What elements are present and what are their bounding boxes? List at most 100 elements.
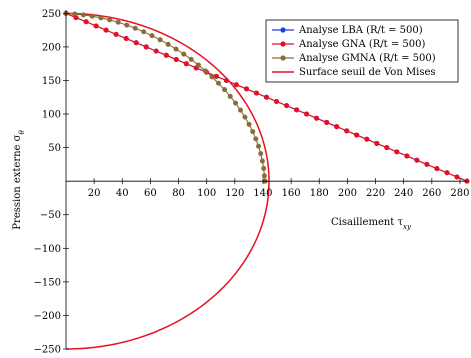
y-tick-label: 150 [42, 76, 61, 87]
data-point-gmna [165, 41, 171, 47]
data-point-gna [444, 170, 450, 176]
y-tick-label: 200 [42, 42, 61, 53]
data-point-gmna [115, 19, 121, 25]
data-point-gmna [149, 33, 155, 39]
legend-marker-lba [280, 27, 286, 33]
data-point-gmna [233, 100, 239, 106]
legend-label-gmna: Analyse GMNA (R/t = 500) [298, 53, 436, 64]
data-point-gna [133, 40, 139, 46]
data-point-gna [254, 90, 260, 96]
data-point-gmna [72, 11, 78, 17]
data-point-gna [273, 99, 279, 104]
data-point-gna [163, 52, 169, 58]
x-tick-label: 100 [197, 188, 216, 199]
data-point-gna [83, 19, 89, 25]
tick-marks [63, 13, 461, 350]
data-point-gna [414, 157, 420, 163]
x-axis-title-sub: xy [403, 223, 412, 231]
x-tick-label: 20 [88, 188, 101, 199]
legend-box [265, 19, 459, 83]
x-axis-title: Cisaillement τxy [331, 217, 412, 231]
x-tick-label: 220 [366, 188, 385, 199]
data-point-gmna [261, 165, 267, 171]
x-tick-label: 200 [338, 188, 357, 199]
data-point-gmna [107, 17, 113, 23]
data-point-gna [324, 119, 330, 125]
y-axis-title-sub: θ [18, 130, 26, 135]
data-point-gna [404, 153, 410, 159]
legend-entry-gmna: Analyse GMNA (R/t = 500) [272, 53, 436, 64]
y-tick-label: 100 [42, 110, 61, 121]
data-point-gna [334, 124, 340, 130]
series-line-gmna [65, 12, 266, 182]
data-point-gna [223, 77, 229, 83]
y-tick-label: 250 [42, 9, 61, 20]
data-point-gna [103, 27, 109, 33]
x-tick-label: 180 [310, 188, 329, 199]
data-point-gna [354, 132, 360, 138]
data-point-gna [123, 36, 129, 42]
data-point-gna [284, 103, 290, 109]
data-point-gna [143, 44, 149, 50]
data-point-gmna [132, 25, 138, 31]
data-point-gmna [222, 87, 228, 93]
y-tick-label: −50 [40, 210, 61, 221]
data-point-gmna [253, 136, 259, 142]
data-point-gna [374, 140, 380, 146]
data-point-gna [244, 86, 250, 92]
legend: Analyse LBA (R/t = 500) Analyse GNA (R/t… [265, 19, 459, 83]
data-point-gmna [216, 80, 222, 86]
data-point-gmna [250, 129, 256, 135]
x-tick-label: 60 [144, 188, 157, 199]
x-tick-label: 80 [172, 188, 185, 199]
legend-label-gna: Analyse GNA (R/t = 500) [298, 39, 425, 50]
data-point-gmna [89, 13, 95, 19]
data-point-gna [384, 145, 390, 151]
data-point-gmna [242, 114, 248, 120]
data-point-gna [294, 107, 300, 113]
data-point-gmna [173, 46, 179, 52]
data-point-gna [344, 128, 350, 134]
data-point-gna [304, 111, 310, 117]
data-point-gna [183, 61, 189, 67]
x-tick-label: 40 [116, 188, 129, 199]
y-tick-label: −250 [34, 345, 61, 356]
x-tick-label: 160 [282, 188, 301, 199]
data-point-gmna [255, 143, 261, 149]
data-point-gna [454, 174, 460, 180]
plot-curves [63, 10, 470, 350]
data-point-gna [173, 57, 179, 63]
x-axis-title-main: Cisaillement τ [331, 217, 403, 228]
legend-entry-von-mises: Surface seuil de Von Mises [272, 67, 436, 78]
legend-entry-gna: Analyse GNA (R/t = 500) [272, 39, 425, 50]
data-point-gna [153, 48, 159, 54]
legend-marker-gna [280, 41, 286, 47]
data-point-gmna [246, 121, 252, 127]
legend-label-von-mises: Surface seuil de Von Mises [299, 67, 436, 78]
data-point-gmna [261, 173, 267, 179]
data-point-gmna [259, 158, 265, 164]
data-point-gmna [124, 22, 130, 28]
data-point-gmna [188, 56, 194, 62]
y-axis-title: Pression externe σθ [12, 130, 26, 230]
data-point-gmna [202, 68, 208, 74]
x-tick-label: 260 [422, 188, 441, 199]
data-point-gmna [209, 74, 215, 80]
x-tick-label: 280 [450, 188, 469, 199]
data-point-gmna [80, 12, 86, 18]
data-point-gmna [141, 29, 147, 35]
data-point-gna [213, 73, 219, 79]
data-point-gmna [181, 51, 187, 57]
y-tick-label: −200 [34, 311, 61, 322]
data-point-gna [113, 31, 119, 37]
data-point-gmna [195, 62, 201, 68]
data-point-gna [394, 149, 400, 155]
data-point-gmna [157, 37, 163, 43]
legend-entry-lba: Analyse LBA (R/t = 500) [272, 25, 423, 36]
y-tick-label: −150 [34, 277, 61, 288]
legend-label-lba: Analyse LBA (R/t = 500) [298, 25, 423, 36]
data-point-gna [424, 161, 430, 167]
x-tick-label: 120 [225, 188, 244, 199]
data-point-gna [233, 82, 239, 88]
